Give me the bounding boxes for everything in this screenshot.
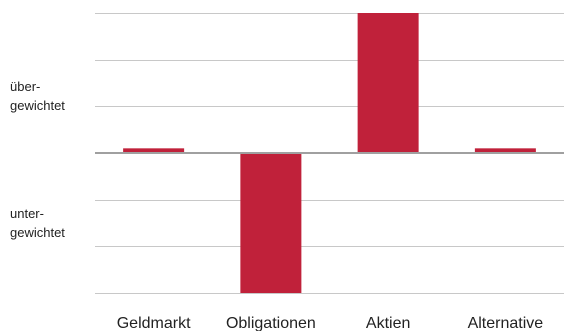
gridlines bbox=[95, 13, 564, 294]
y-label-over-line2: gewichtet bbox=[10, 98, 65, 113]
x-tick-alternative: Alternative bbox=[468, 315, 544, 331]
y-label-under-line2: gewichtet bbox=[10, 225, 65, 240]
x-tick-aktien: Aktien bbox=[366, 315, 410, 331]
bar-obligationen bbox=[240, 153, 302, 293]
y-label-overweighted: über- gewichtet bbox=[10, 77, 65, 115]
y-label-under-line1: unter- bbox=[10, 206, 44, 221]
x-tick-geldmarkt: Geldmarkt bbox=[117, 315, 191, 331]
x-tick-labels: Geldmarkt Obligationen Aktien Alternative bbox=[117, 315, 544, 331]
y-label-underweighted: unter- gewichtet bbox=[10, 204, 65, 242]
bar-alternative bbox=[474, 148, 536, 153]
y-label-over-line1: über- bbox=[10, 79, 41, 94]
x-tick-obligationen: Obligationen bbox=[226, 315, 316, 331]
bar-aktien bbox=[357, 13, 419, 153]
bar-geldmarkt bbox=[123, 148, 185, 153]
bars bbox=[123, 13, 536, 293]
